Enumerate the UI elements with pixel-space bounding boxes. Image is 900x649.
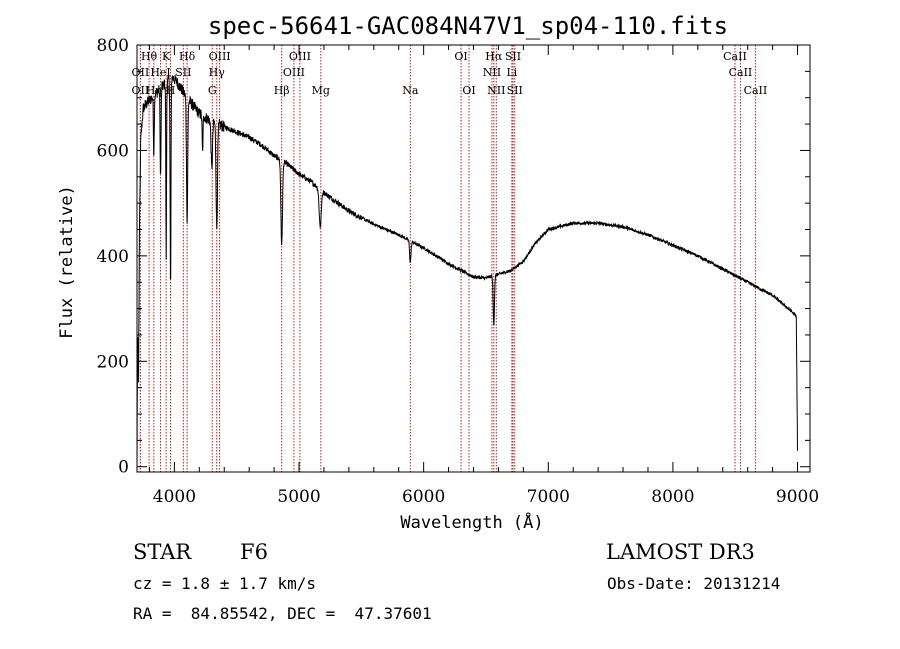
object-class: STAR bbox=[133, 540, 192, 564]
line-marker-label: G bbox=[208, 84, 217, 97]
x-tick-label: 8000 bbox=[651, 487, 694, 507]
line-marker-label: OI bbox=[454, 50, 467, 63]
y-axis-label: Flux (relative) bbox=[57, 185, 77, 339]
line-marker-label: Hβ bbox=[274, 84, 290, 97]
line-marker-label: SII bbox=[175, 66, 191, 79]
chart-title: spec-56641-GAC084N47V1_sp04-110.fits bbox=[208, 12, 728, 40]
spectrum-line bbox=[136, 74, 798, 467]
y-tick-label: 200 bbox=[97, 352, 129, 372]
x-axis: 4000 5000 6000 7000 8000 9000 bbox=[148, 45, 819, 507]
line-marker-label: Hθ bbox=[141, 50, 158, 63]
coordinates-readout: RA = 84.85542, DEC = 47.37601 bbox=[133, 604, 432, 623]
x-axis-label: Wavelength (Å) bbox=[400, 511, 543, 533]
line-marker-label: SII bbox=[505, 50, 521, 63]
line-marker-label: OIII bbox=[283, 66, 305, 79]
line-marker-label: OII bbox=[132, 66, 150, 79]
line-marker-label: OIII bbox=[289, 50, 311, 63]
line-marker-label: Li bbox=[506, 66, 517, 79]
line-marker-label: CaII bbox=[723, 50, 747, 63]
line-markers bbox=[139, 45, 756, 472]
line-marker-label: K bbox=[162, 50, 171, 63]
line-marker-label: Mg bbox=[312, 84, 330, 97]
line-marker-label: OII bbox=[132, 84, 150, 97]
survey-name: LAMOST DR3 bbox=[606, 540, 755, 564]
x-tick-label: 6000 bbox=[402, 487, 445, 507]
line-marker-label: Hη bbox=[146, 84, 162, 97]
y-tick-label: 0 bbox=[118, 458, 129, 478]
y-tick-label: 600 bbox=[97, 141, 129, 161]
x-tick-label: 5000 bbox=[277, 487, 320, 507]
line-marker-label: NII bbox=[483, 66, 501, 79]
y-axis: 0 200 400 600 800 bbox=[97, 36, 810, 478]
line-marker-label: H bbox=[166, 84, 176, 97]
line-marker-label: Na bbox=[402, 84, 419, 97]
line-marker-label: Hα bbox=[485, 50, 503, 63]
line-marker-label: Hγ bbox=[209, 66, 226, 79]
redshift-readout: cz = 1.8 ± 1.7 km/s bbox=[133, 574, 317, 593]
line-marker-label: Hδ bbox=[179, 50, 196, 63]
line-marker-label: CaII bbox=[729, 66, 753, 79]
y-tick-label: 800 bbox=[97, 36, 129, 56]
x-tick-label: 7000 bbox=[527, 487, 570, 507]
x-tick-label: 9000 bbox=[776, 487, 819, 507]
y-tick-label: 400 bbox=[97, 247, 129, 267]
line-marker-label: CaII bbox=[744, 84, 768, 97]
line-marker-label: HeI bbox=[150, 66, 170, 79]
obs-date: Obs-Date: 20131214 bbox=[607, 574, 781, 593]
line-marker-label: OIII bbox=[209, 50, 231, 63]
line-marker-label: NII bbox=[487, 84, 505, 97]
line-marker-label: OI bbox=[462, 84, 475, 97]
line-marker-label: SII bbox=[507, 84, 523, 97]
x-tick-label: 4000 bbox=[153, 487, 196, 507]
spectral-subclass: F6 bbox=[240, 540, 268, 564]
plot-frame bbox=[136, 44, 811, 473]
